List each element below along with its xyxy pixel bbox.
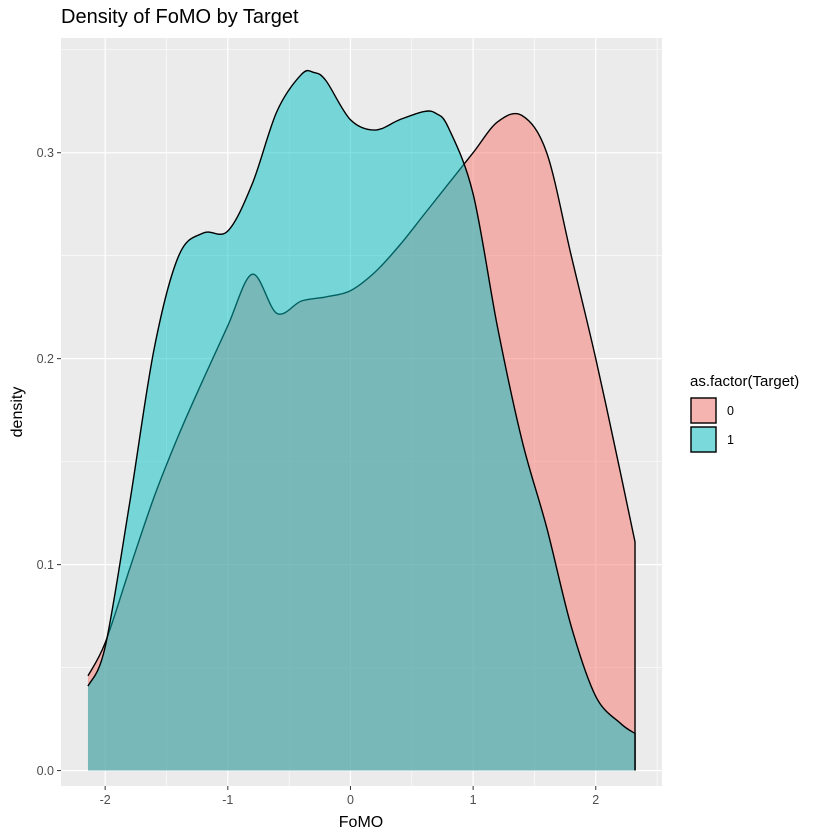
x-tick-label: 1 xyxy=(470,793,477,807)
legend-label-1: 1 xyxy=(727,433,734,447)
y-axis-title: density xyxy=(9,387,26,438)
x-tick-label: 0 xyxy=(347,793,354,807)
x-axis-title: FoMO xyxy=(339,814,383,831)
legend-label-0: 0 xyxy=(727,404,734,418)
y-tick-label: 0.3 xyxy=(37,146,54,160)
x-tick-label: -1 xyxy=(222,793,233,807)
y-tick-label: 0.2 xyxy=(37,352,54,366)
density-area-1 xyxy=(87,70,636,771)
y-tick-label: 0.0 xyxy=(37,764,54,778)
density-areas xyxy=(87,69,636,771)
density-outline-1 xyxy=(87,69,636,771)
legend: as.factor(Target) 0 1 xyxy=(690,373,799,453)
legend-title: as.factor(Target) xyxy=(690,373,799,390)
legend-swatch-1 xyxy=(690,426,717,453)
x-tick-label: 2 xyxy=(592,793,599,807)
x-tick-label: -2 xyxy=(100,793,111,807)
y-axis-ticks: 0.0 0.1 0.2 0.3 xyxy=(37,146,61,778)
y-tick-label: 0.1 xyxy=(37,558,54,572)
legend-swatch-0 xyxy=(690,397,717,424)
chart-title: Density of FoMO by Target xyxy=(61,6,299,28)
x-axis-ticks: -2 -1 0 1 2 xyxy=(100,786,599,807)
